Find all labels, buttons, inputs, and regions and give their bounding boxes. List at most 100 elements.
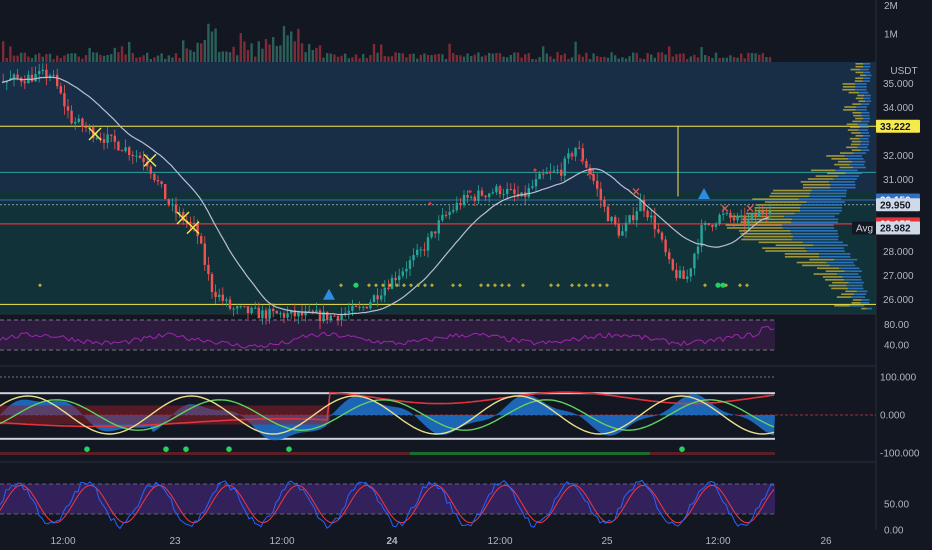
profile-bar-buy	[839, 166, 854, 169]
candle-body	[686, 276, 689, 279]
profile-bar-sell	[859, 126, 869, 128]
volume-bar	[466, 53, 469, 62]
volume-bar	[286, 35, 289, 62]
stoch-k-line	[0, 479, 775, 530]
profile-bar-buy	[775, 244, 814, 247]
candle-body	[538, 173, 541, 180]
profile-bar-buy	[739, 230, 791, 232]
volume-bar	[578, 54, 581, 62]
candle-body	[740, 215, 743, 217]
volume-bar	[207, 23, 210, 62]
candle-body	[689, 268, 692, 277]
time-axis[interactable]: 12:00 23 12:00 24 12:00 25 12:00 26	[50, 536, 832, 547]
candle-body	[239, 306, 242, 308]
volume-bar	[221, 51, 224, 62]
profile-bar-sell	[851, 296, 865, 298]
volume-bar	[20, 52, 23, 62]
candle-body	[729, 212, 732, 218]
candle-body	[459, 202, 462, 205]
profile-bar-buy	[740, 232, 792, 235]
trend-dot	[500, 283, 504, 288]
volume-bar	[239, 33, 242, 62]
profile-bar-buy	[810, 169, 836, 172]
candle-body	[207, 264, 210, 274]
time-tick-label: 24	[386, 536, 398, 547]
candle-body	[621, 231, 624, 236]
profile-bar-sell	[863, 135, 871, 137]
candle-body	[380, 295, 383, 300]
volume-bar	[34, 54, 37, 62]
profile-bar-sell	[849, 304, 865, 307]
candle-body	[423, 249, 426, 251]
volume-bar	[322, 57, 325, 62]
candle-body	[488, 193, 491, 198]
red-diamond	[533, 168, 537, 172]
candle-body	[236, 306, 239, 309]
candle-body	[725, 212, 728, 214]
profile-bar-sell	[791, 238, 839, 241]
volume-bar	[725, 57, 728, 62]
profile-bar-sell	[802, 241, 843, 244]
time-tick-label: 12:00	[50, 536, 75, 547]
volume-bar	[268, 44, 271, 62]
volume-bar	[686, 58, 689, 62]
candle-body	[513, 189, 516, 195]
profile-bar-buy	[817, 267, 840, 270]
volume-bar	[77, 56, 80, 62]
profile-bar-buy	[842, 88, 855, 91]
profile-bar-buy	[851, 302, 861, 304]
candle-body	[81, 118, 84, 127]
volume-bar	[570, 57, 574, 62]
volume-bar	[462, 56, 466, 62]
candle-body	[189, 221, 192, 224]
candle-body	[750, 213, 754, 219]
profile-bar-sell	[848, 281, 864, 284]
volume-bar	[196, 42, 199, 62]
candle-body	[146, 162, 149, 167]
volume-bar	[308, 44, 311, 62]
volume-bar	[729, 55, 732, 62]
volume-bar	[66, 53, 70, 62]
candle-body	[452, 210, 455, 212]
price-axis-ticks[interactable]: 35.000 34.000 32.000 31.000 28.000 27.000 26.0…	[883, 79, 914, 306]
osc-green-dot	[226, 446, 232, 453]
candle-body	[470, 196, 473, 198]
volume-bar	[304, 52, 307, 62]
profile-bar-buy	[752, 198, 799, 200]
candle-body	[646, 210, 649, 218]
volume-bar	[56, 55, 59, 62]
trend-dot	[521, 283, 525, 288]
exit-signal-x	[632, 188, 640, 196]
profile-bar-buy	[813, 273, 838, 275]
candle-body	[624, 222, 628, 232]
candle-body	[164, 184, 167, 200]
volume-bar	[419, 54, 422, 62]
volume-bar	[318, 45, 322, 62]
volume-bar	[459, 55, 462, 62]
candle-body	[552, 170, 556, 172]
profile-bar-sell	[839, 267, 860, 270]
osc-tick-label: -100.000	[880, 449, 920, 460]
price-tick-label: 32.000	[883, 151, 914, 162]
candle-body	[347, 310, 350, 313]
candle-body	[768, 211, 772, 214]
volume-bar	[473, 54, 476, 62]
candle-body	[416, 249, 419, 256]
candle-body	[131, 155, 134, 157]
profile-bar-buy	[832, 281, 849, 284]
profile-bar-buy	[855, 65, 864, 68]
volume-bar	[660, 52, 664, 62]
candle-body	[275, 311, 278, 314]
volume-bar	[718, 58, 721, 62]
profile-bar-buy	[834, 163, 850, 166]
profile-bar-sell	[781, 224, 834, 226]
profile-bar-buy	[850, 143, 861, 146]
candle-body	[329, 315, 332, 320]
oscillator-indicator	[0, 376, 876, 455]
osc-green-dot	[679, 446, 685, 453]
profile-bar-buy	[851, 140, 861, 143]
volume-bar	[524, 54, 527, 62]
profile-bar-buy	[772, 189, 812, 192]
trend-dot	[556, 283, 560, 288]
